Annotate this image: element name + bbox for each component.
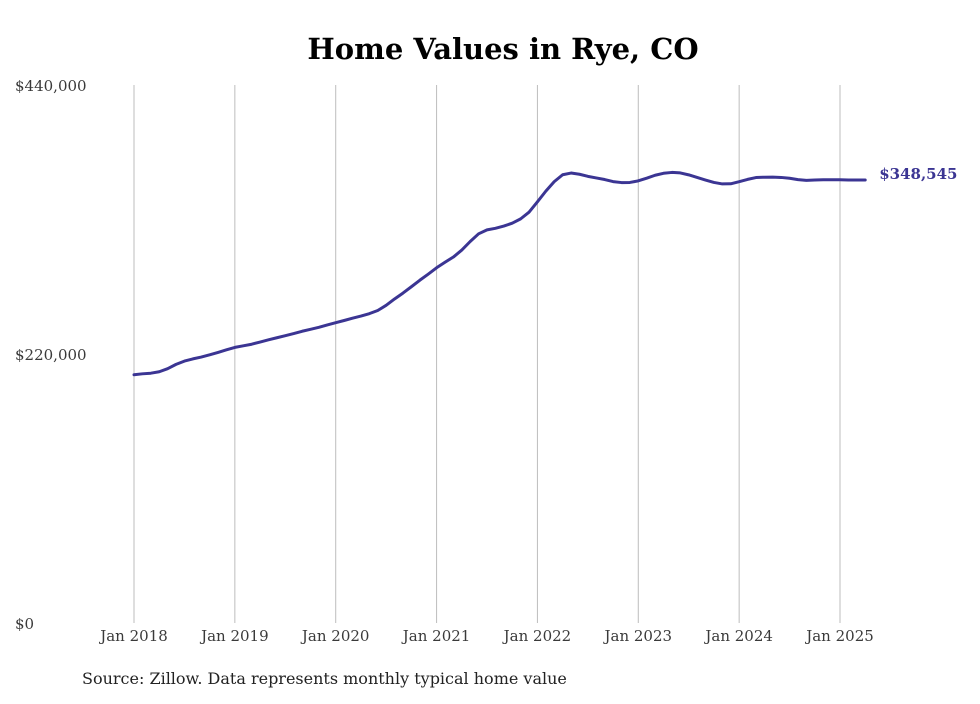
- labels-layer: Jan 2018 Jan 2019 Jan 2020 Jan 2021 Jan 2022…: [15, 77, 957, 645]
- x-tick-label: Jan 2021: [401, 627, 471, 645]
- x-tick-label: Jan 2024: [703, 627, 773, 645]
- y-tick-label: $0: [15, 615, 34, 633]
- series-layer: [132, 170, 867, 377]
- y-tick-label: $440,000: [15, 77, 87, 95]
- y-tick-label: $220,000: [15, 346, 87, 364]
- x-tick-label: Jan 2020: [300, 627, 370, 645]
- x-tick-label: Jan 2023: [603, 627, 673, 645]
- home-value-line: [132, 170, 867, 377]
- x-tick-label: Jan 2025: [804, 627, 874, 645]
- chart-source-note: Source: Zillow. Data represents monthly …: [82, 669, 567, 688]
- x-tick-label: Jan 2019: [199, 627, 269, 645]
- end-value-label: $348,545: [879, 165, 957, 183]
- chart-title: Home Values in Rye, CO: [307, 32, 698, 66]
- grid-lines: [133, 85, 841, 623]
- x-tick-label: Jan 2018: [98, 627, 168, 645]
- x-tick-label: Jan 2022: [502, 627, 572, 645]
